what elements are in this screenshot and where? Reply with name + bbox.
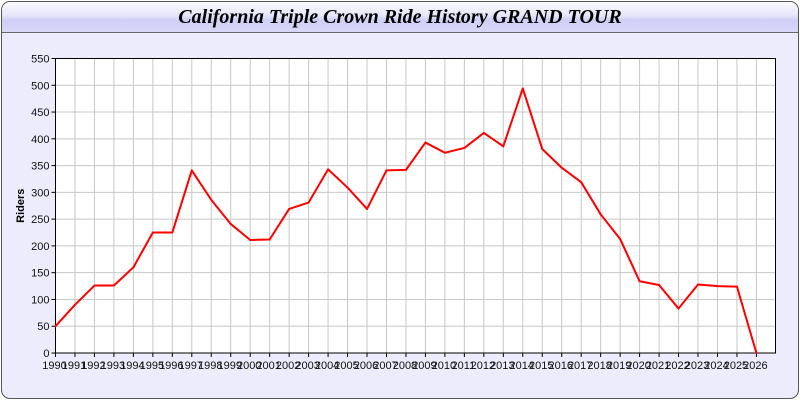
data-point	[521, 87, 524, 90]
x-tick-label: 2017	[568, 360, 592, 372]
y-axis-label: Riders	[15, 189, 27, 223]
data-point	[346, 186, 349, 189]
y-tick-label: 250	[31, 214, 49, 226]
data-point	[385, 169, 388, 172]
x-tick-label: 2012	[471, 360, 495, 372]
y-tick-label: 300	[31, 187, 49, 199]
x-tick-label: 2002	[276, 360, 300, 372]
data-point	[307, 201, 310, 204]
y-tick-label: 400	[31, 134, 49, 146]
x-tick-label: 2006	[354, 360, 378, 372]
x-tick-label: 1990	[42, 360, 66, 372]
data-point	[151, 231, 154, 234]
x-tick-label: 2003	[295, 360, 319, 372]
data-point	[54, 325, 57, 328]
x-tick-label: 1993	[101, 360, 125, 372]
chart-title: California Triple Crown Ride History GRA…	[178, 6, 622, 28]
plot-border	[55, 58, 776, 354]
data-point	[677, 307, 680, 310]
x-tick-label: 1997	[179, 360, 203, 372]
data-point	[210, 198, 213, 201]
x-tick-label: 2010	[432, 360, 456, 372]
x-tick-label: 2007	[373, 360, 397, 372]
data-point	[288, 207, 291, 210]
x-tick-label: 2008	[393, 360, 417, 372]
data-point	[735, 285, 738, 288]
x-tick-label: 1999	[217, 360, 241, 372]
data-point	[366, 207, 369, 210]
data-point	[580, 181, 583, 184]
x-tick-label: 2013	[490, 360, 514, 372]
x-tick-label: 2022	[665, 360, 689, 372]
data-point	[229, 222, 232, 225]
x-tick-label: 2011	[452, 360, 476, 372]
x-tick-label: 1995	[140, 360, 164, 372]
data-point	[541, 147, 544, 150]
data-point	[190, 169, 193, 172]
y-tick-label: 500	[31, 80, 49, 92]
data-point	[424, 141, 427, 144]
x-tick-label: 2020	[626, 360, 650, 372]
y-tick-label: 50	[37, 321, 49, 333]
y-tick-label: 550	[31, 54, 49, 66]
x-tick-label: 2014	[510, 360, 534, 372]
data-point	[560, 166, 563, 169]
data-point	[716, 285, 719, 288]
x-tick-label: 2009	[412, 360, 436, 372]
y-tick-label: 150	[31, 268, 49, 280]
plot-area	[55, 58, 776, 353]
data-point	[599, 213, 602, 216]
x-tick-label: 1992	[81, 360, 105, 372]
data-point	[93, 284, 96, 287]
data-point	[73, 303, 76, 306]
data-point	[502, 145, 505, 148]
data-point	[268, 238, 271, 241]
data-point	[697, 283, 700, 286]
x-tick-label: 1991	[62, 360, 86, 372]
y-tick-label: 200	[31, 241, 49, 253]
data-point	[482, 131, 485, 134]
x-tick-label: 1998	[198, 360, 222, 372]
y-tick-label: 450	[31, 107, 49, 119]
x-tick-label: 2019	[607, 360, 631, 372]
data-point	[443, 151, 446, 154]
x-tick-label: 2023	[685, 360, 709, 372]
y-tick-label: 100	[31, 294, 49, 306]
title-bar: California Triple Crown Ride History GRA…	[2, 2, 798, 33]
x-tick-label: 2001	[256, 360, 280, 372]
x-tick-label: 2015	[529, 360, 553, 372]
x-tick-label: 2004	[315, 360, 339, 372]
data-point	[171, 231, 174, 234]
data-point	[249, 239, 252, 242]
x-tick-label: 2021	[646, 360, 670, 372]
y-tick-label: 0	[43, 348, 49, 360]
data-point	[132, 266, 135, 269]
x-tick-label: 2016	[548, 360, 572, 372]
data-point	[619, 237, 622, 240]
x-tick-label: 2000	[237, 360, 261, 372]
data-point	[755, 352, 758, 354]
x-tick-label: 1996	[159, 360, 183, 372]
data-point	[327, 168, 330, 171]
x-tick-label: 2025	[724, 360, 748, 372]
x-tick-label: 2018	[587, 360, 611, 372]
data-point	[112, 284, 115, 287]
x-tick-label: 2024	[704, 360, 728, 372]
y-tick-label: 350	[31, 161, 49, 173]
x-tick-label: 2005	[334, 360, 358, 372]
data-point	[404, 168, 407, 171]
data-point	[463, 146, 466, 149]
x-tick-label: 1994	[120, 360, 144, 372]
data-point	[658, 283, 661, 286]
x-tick-label: 2026	[743, 360, 767, 372]
data-point	[638, 280, 641, 283]
